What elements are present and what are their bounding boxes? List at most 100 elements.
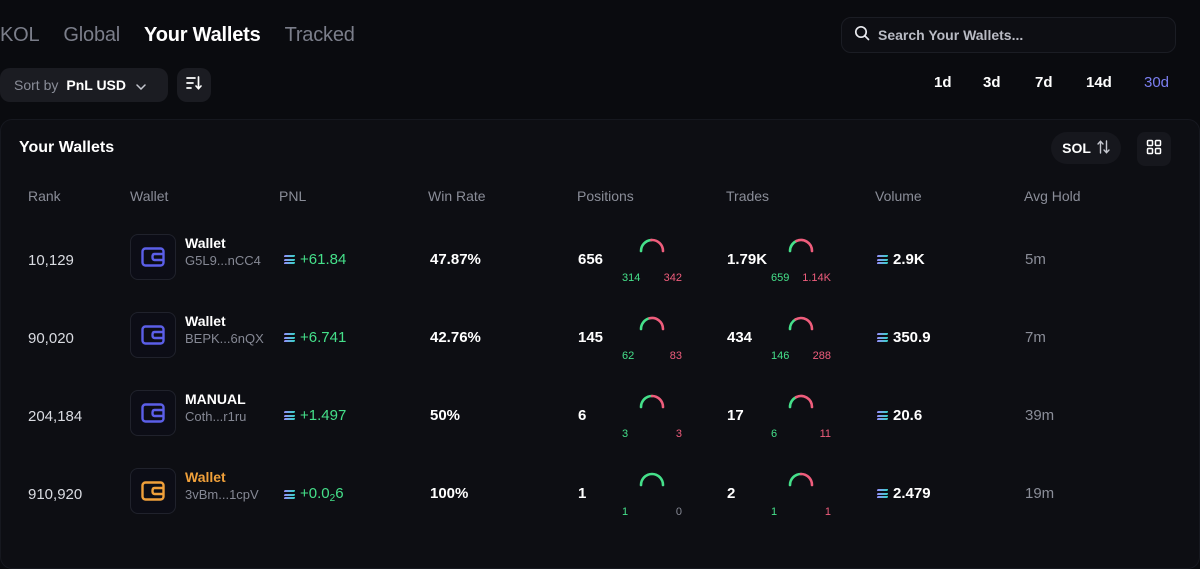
volume-cell: 20.6 bbox=[876, 407, 922, 424]
avg-hold-value: 7m bbox=[1025, 329, 1046, 346]
tab-kol[interactable]: KOL bbox=[0, 23, 40, 46]
solana-icon bbox=[283, 490, 296, 499]
wallet-address[interactable]: 3vBm...1cpV bbox=[185, 487, 259, 502]
column-header-win-rate[interactable]: Win Rate bbox=[428, 188, 486, 204]
volume-cell: 350.9 bbox=[876, 329, 931, 346]
column-header-volume[interactable]: Volume bbox=[875, 188, 922, 204]
column-header-avg-hold[interactable]: Avg Hold bbox=[1024, 188, 1081, 204]
period-30d[interactable]: 30d bbox=[1144, 74, 1170, 91]
positions-value: 6 bbox=[578, 407, 587, 424]
period-14d[interactable]: 14d bbox=[1086, 74, 1112, 91]
wallet-category-tabs: KOL Global Your Wallets Tracked bbox=[0, 18, 379, 52]
trades-win-count: 146 bbox=[771, 350, 790, 362]
positions-win-count: 314 bbox=[622, 272, 641, 284]
solana-icon bbox=[876, 411, 889, 420]
table-row[interactable]: 10,129 Wallet G5L9...nCC4 +61.84 47.87% 656 31… bbox=[1, 234, 1200, 298]
pnl-value: +61.84 bbox=[300, 251, 347, 268]
period-selector: 1d 3d 7d 14d 30d bbox=[0, 74, 1200, 96]
trades-value: 2 bbox=[727, 485, 736, 502]
wallet-icon[interactable] bbox=[130, 234, 176, 280]
table-row[interactable]: 90,020 Wallet BEPK...6nQX +6.741 42.76% 145 62… bbox=[1, 312, 1200, 376]
positions-loss-count: 83 bbox=[669, 350, 682, 362]
currency-label: SOL bbox=[1062, 140, 1091, 156]
avg-hold-value: 39m bbox=[1025, 407, 1055, 424]
positions-gauge: 314 342 bbox=[622, 238, 682, 284]
sort-dropdown[interactable]: Sort by PnL USD bbox=[0, 68, 168, 102]
positions-gauge: 62 83 bbox=[622, 316, 682, 362]
solana-icon bbox=[283, 333, 296, 342]
wallet-icon[interactable] bbox=[130, 390, 176, 436]
tab-your-wallets[interactable]: Your Wallets bbox=[144, 23, 261, 46]
trades-value: 434 bbox=[727, 329, 753, 346]
wallet-icon[interactable] bbox=[130, 312, 176, 358]
win-rate-value: 100% bbox=[430, 485, 469, 502]
positions-value: 656 bbox=[578, 251, 604, 268]
sort-label: Sort by bbox=[14, 77, 59, 93]
wallet-name[interactable]: MANUAL bbox=[185, 391, 246, 407]
solana-icon bbox=[876, 255, 889, 264]
volume-value: 350.9 bbox=[893, 329, 931, 346]
sort-order-icon bbox=[186, 75, 202, 95]
wallets-panel: Your Wallets SOL Rank Wallet PNL Win Rat… bbox=[0, 119, 1200, 569]
column-header-wallet[interactable]: Wallet bbox=[130, 188, 169, 204]
wallet-name[interactable]: Wallet bbox=[185, 469, 226, 485]
trades-gauge: 6 11 bbox=[771, 394, 831, 440]
period-1d[interactable]: 1d bbox=[934, 74, 952, 91]
wallet-name[interactable]: Wallet bbox=[185, 313, 226, 329]
period-3d[interactable]: 3d bbox=[983, 74, 1001, 91]
column-header-trades[interactable]: Trades bbox=[726, 188, 770, 204]
pnl-cell: +0.026 bbox=[283, 485, 344, 504]
positions-loss-count: 3 bbox=[675, 428, 682, 440]
tab-tracked[interactable]: Tracked bbox=[284, 23, 355, 46]
avg-hold-value: 19m bbox=[1025, 485, 1055, 502]
positions-win-count: 1 bbox=[622, 506, 629, 518]
positions-value: 1 bbox=[578, 485, 587, 502]
pnl-cell: +1.497 bbox=[283, 407, 347, 424]
wallet-address[interactable]: BEPK...6nQX bbox=[185, 331, 264, 346]
sort-order-button[interactable] bbox=[177, 68, 211, 102]
pnl-cell: +6.741 bbox=[283, 329, 346, 346]
search-box bbox=[841, 17, 1176, 53]
grid-view-button[interactable] bbox=[1137, 132, 1171, 166]
column-header-rank[interactable]: Rank bbox=[28, 188, 61, 204]
sort-value: PnL USD bbox=[66, 77, 126, 93]
trades-value: 1.79K bbox=[727, 251, 768, 268]
trades-win-count: 1 bbox=[771, 506, 778, 518]
positions-win-count: 62 bbox=[622, 350, 635, 362]
win-rate-value: 50% bbox=[430, 407, 461, 424]
rank-value: 10,129 bbox=[28, 252, 74, 269]
volume-value: 2.479 bbox=[893, 485, 931, 502]
trades-gauge: 659 1.14K bbox=[771, 238, 831, 284]
trades-loss-count: 1 bbox=[824, 506, 831, 518]
positions-win-count: 3 bbox=[622, 428, 629, 440]
swap-arrows-icon bbox=[1097, 139, 1110, 157]
trades-loss-count: 288 bbox=[812, 350, 831, 362]
solana-icon bbox=[283, 411, 296, 420]
volume-cell: 2.479 bbox=[876, 485, 931, 502]
wallet-address[interactable]: Coth...r1ru bbox=[185, 409, 247, 424]
positions-loss-count: 0 bbox=[675, 506, 682, 518]
column-header-pnl[interactable]: PNL bbox=[279, 188, 307, 204]
period-7d[interactable]: 7d bbox=[1035, 74, 1053, 91]
positions-loss-count: 342 bbox=[663, 272, 682, 284]
trades-win-count: 659 bbox=[771, 272, 790, 284]
volume-value: 2.9K bbox=[893, 251, 925, 268]
table-row[interactable]: 204,184 MANUAL Coth...r1ru +1.497 50% 6 3 3 17 6 1… bbox=[1, 390, 1200, 454]
search-icon bbox=[854, 25, 870, 46]
table-row[interactable]: 910,920 Wallet 3vBm...1cpV +0.026 100% 1 1 0 2 1 1… bbox=[1, 468, 1200, 532]
search-input[interactable] bbox=[878, 27, 1158, 43]
currency-toggle-button[interactable]: SOL bbox=[1051, 132, 1121, 164]
trades-loss-count: 11 bbox=[819, 428, 831, 440]
wallet-address[interactable]: G5L9...nCC4 bbox=[185, 253, 261, 268]
column-header-positions[interactable]: Positions bbox=[577, 188, 634, 204]
win-rate-value: 42.76% bbox=[430, 329, 481, 346]
wallet-name[interactable]: Wallet bbox=[185, 235, 226, 251]
pnl-value: +1.497 bbox=[300, 407, 347, 424]
win-rate-value: 47.87% bbox=[430, 251, 481, 268]
tab-global[interactable]: Global bbox=[63, 23, 121, 46]
avg-hold-value: 5m bbox=[1025, 251, 1046, 268]
wallet-icon[interactable] bbox=[130, 468, 176, 514]
